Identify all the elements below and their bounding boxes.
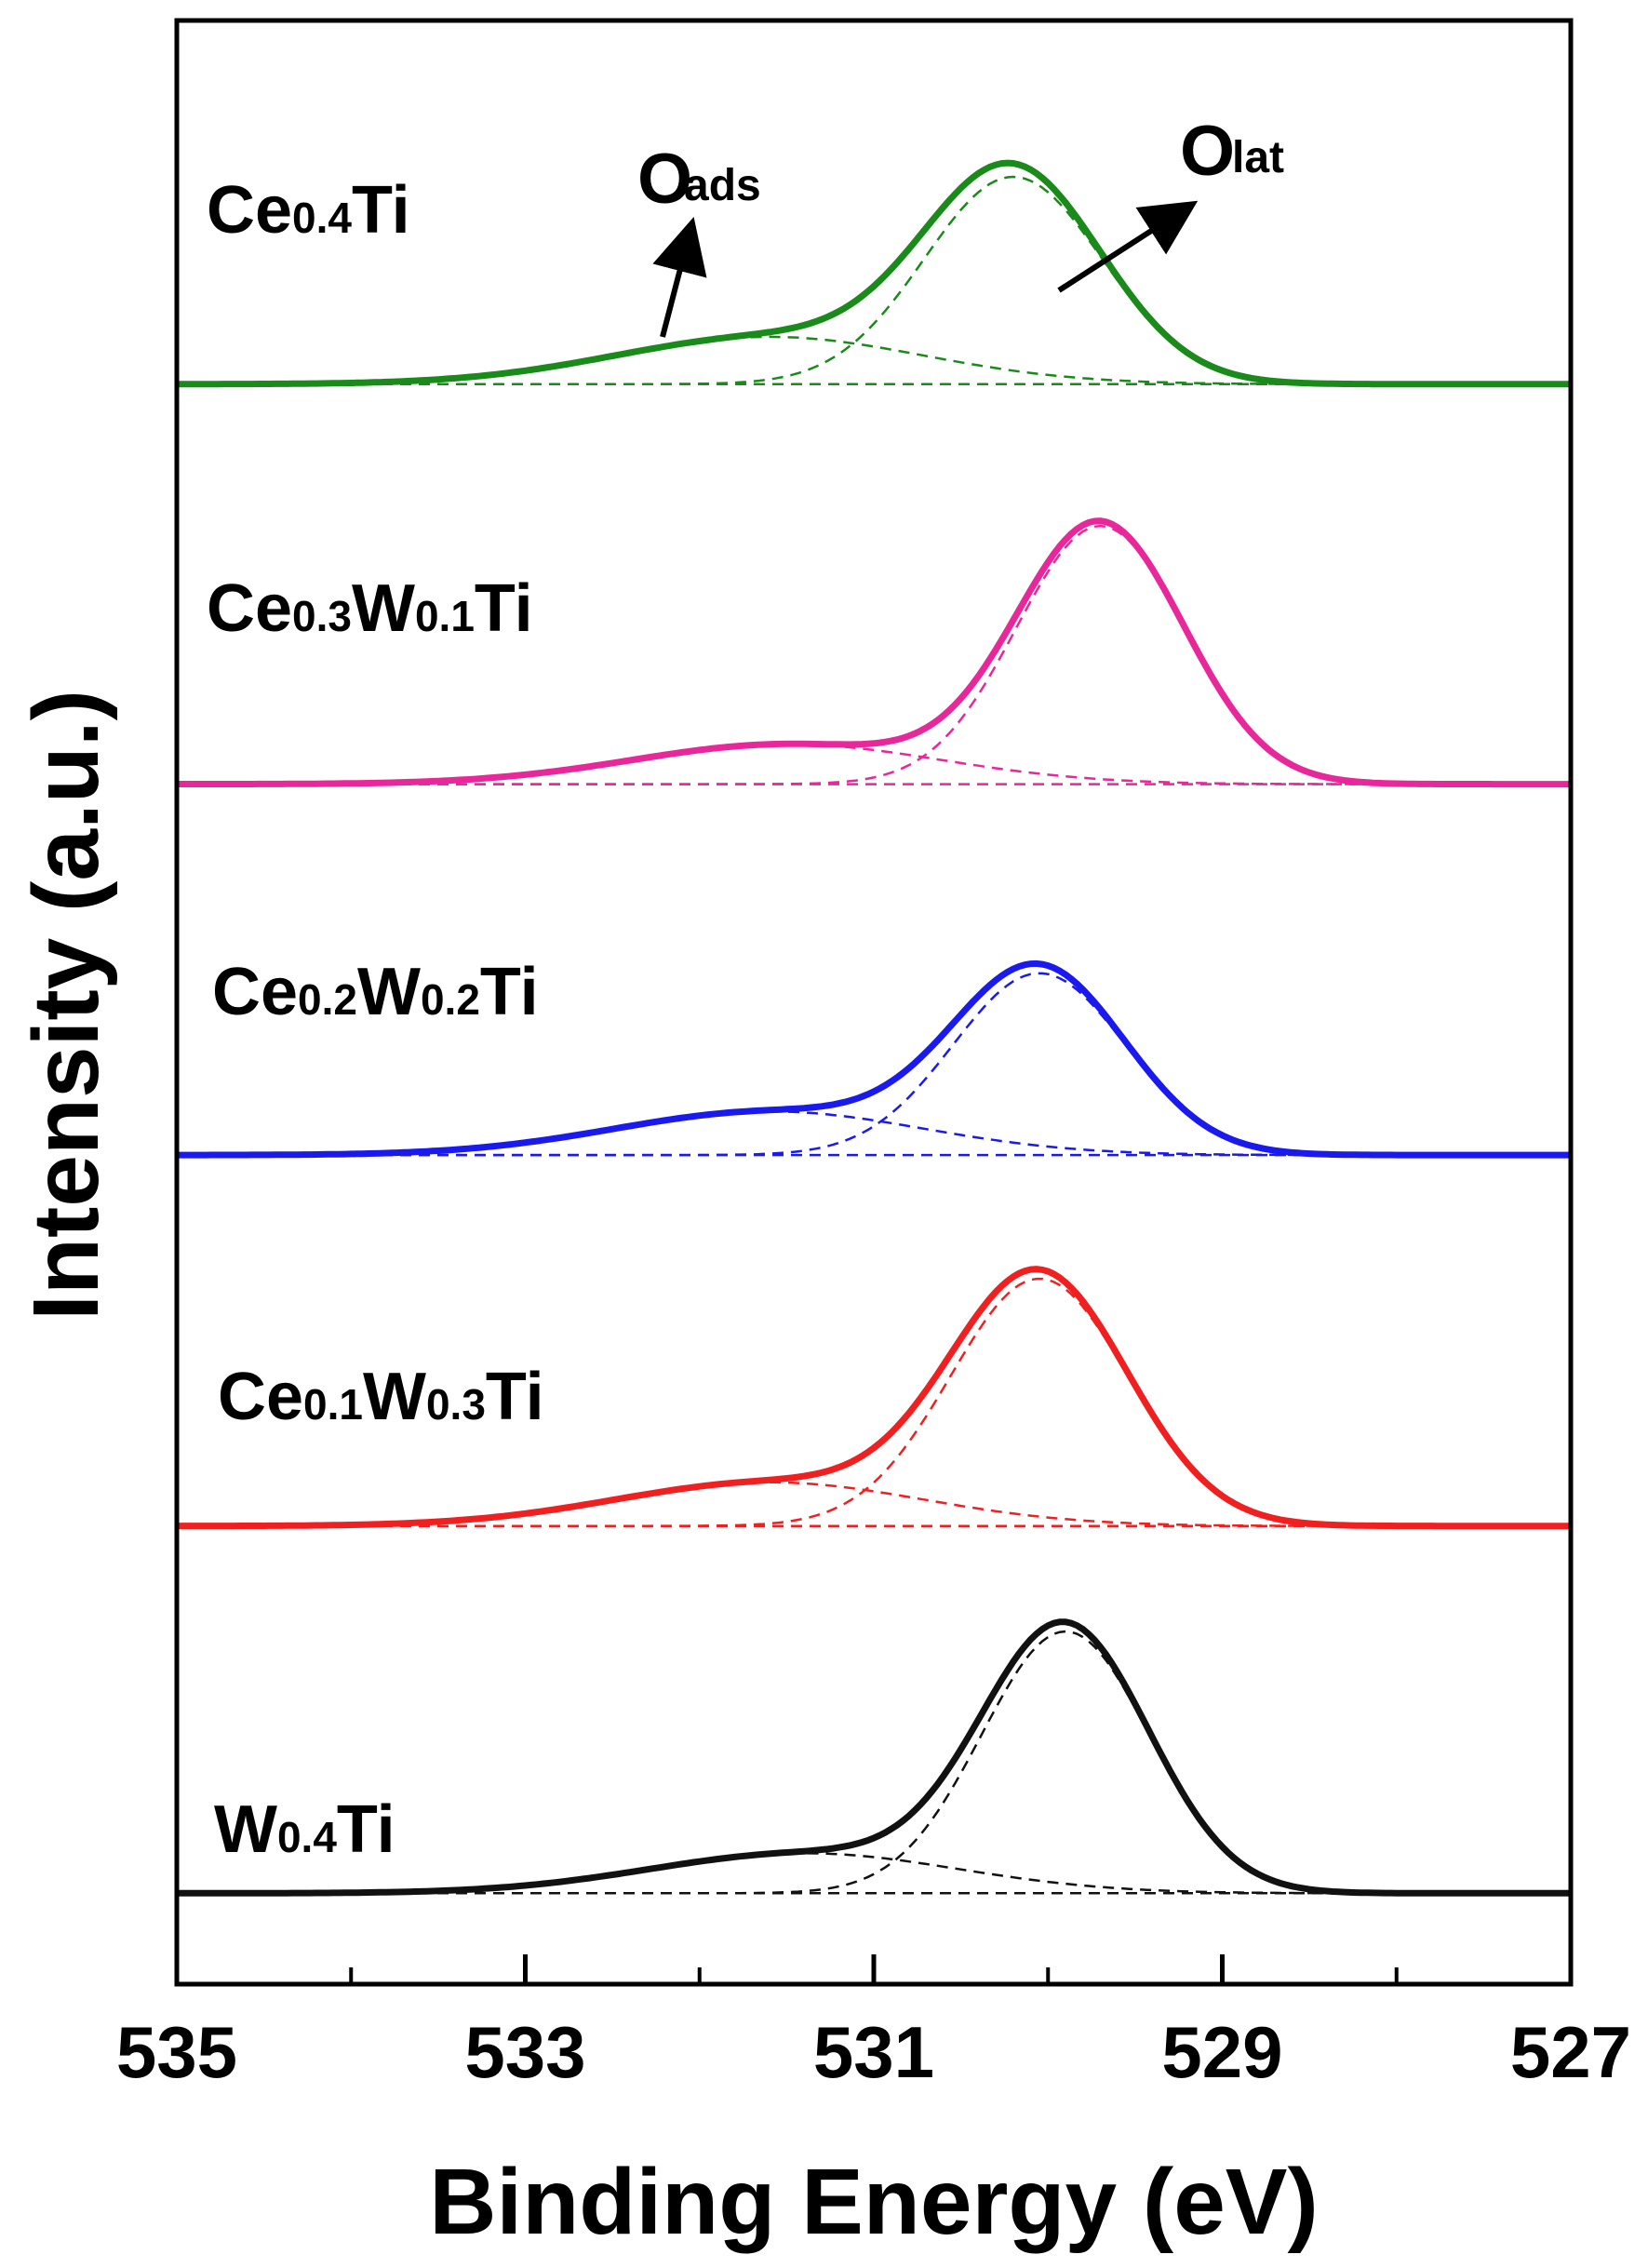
x-axis-tick-labels: 535 533 531 529 527 <box>116 2011 1631 2093</box>
series-Ce0.3W0.1Ti <box>177 517 1571 788</box>
x-tick-label: 527 <box>1510 2011 1631 2093</box>
y-axis-title: Intensity (a.u.) <box>14 690 118 1321</box>
x-axis-ticks <box>174 1954 1574 1984</box>
annotation-o-lat: O lat <box>1057 112 1284 293</box>
x-tick-label: 531 <box>813 2011 934 2093</box>
o-ads-fit-peak <box>177 335 1571 385</box>
annotation-o-lat-sub: lat <box>1232 133 1284 182</box>
annotation-o-ads-sub: ads <box>684 161 761 210</box>
measured-spectrum-line <box>177 159 1571 388</box>
annotation-o-ads-arrow <box>652 216 707 338</box>
annotation-o-ads-main: O <box>637 140 692 219</box>
measured-spectrum-line <box>177 960 1571 1159</box>
x-tick-label: 535 <box>116 2011 237 2093</box>
series-Ce0.4Ti <box>177 159 1571 388</box>
series-Ce0.1W0.3Ti <box>177 1266 1571 1530</box>
sample-label-Ce0.1W0.3Ti: Ce0.1W0.3Ti <box>218 1360 544 1434</box>
measured-spectrum-line <box>177 1266 1571 1530</box>
sample-label-W0.4Ti: W0.4Ti <box>214 1792 395 1867</box>
curves-layer <box>177 159 1571 1897</box>
o-ads-fit-peak <box>177 1481 1571 1527</box>
annotation-o-lat-arrow <box>1057 200 1199 293</box>
sample-label-Ce0.3W0.1Ti: Ce0.3W0.1Ti <box>207 571 533 646</box>
series-Ce0.2W0.2Ti <box>177 960 1571 1159</box>
annotation-o-lat-main: O <box>1180 112 1235 191</box>
series-W0.4Ti <box>177 1618 1571 1897</box>
sample-label-Ce0.2W0.2Ti: Ce0.2W0.2Ti <box>212 955 539 1029</box>
x-tick-label: 533 <box>464 2011 585 2093</box>
annotation-o-ads: O ads <box>637 140 761 338</box>
measured-spectrum-line <box>177 1618 1571 1897</box>
o-ads-fit-peak <box>177 1109 1571 1157</box>
measured-spectrum-line <box>177 517 1571 788</box>
x-axis-title: Binding Energy (eV) <box>429 2150 1319 2254</box>
sample-label-Ce0.4Ti: Ce0.4Ti <box>207 173 410 248</box>
sample-labels: Ce0.4Ti Ce0.3W0.1Ti Ce0.2W0.2Ti Ce0.1W0.3Ti… <box>207 173 544 1867</box>
x-tick-label: 529 <box>1161 2011 1282 2093</box>
